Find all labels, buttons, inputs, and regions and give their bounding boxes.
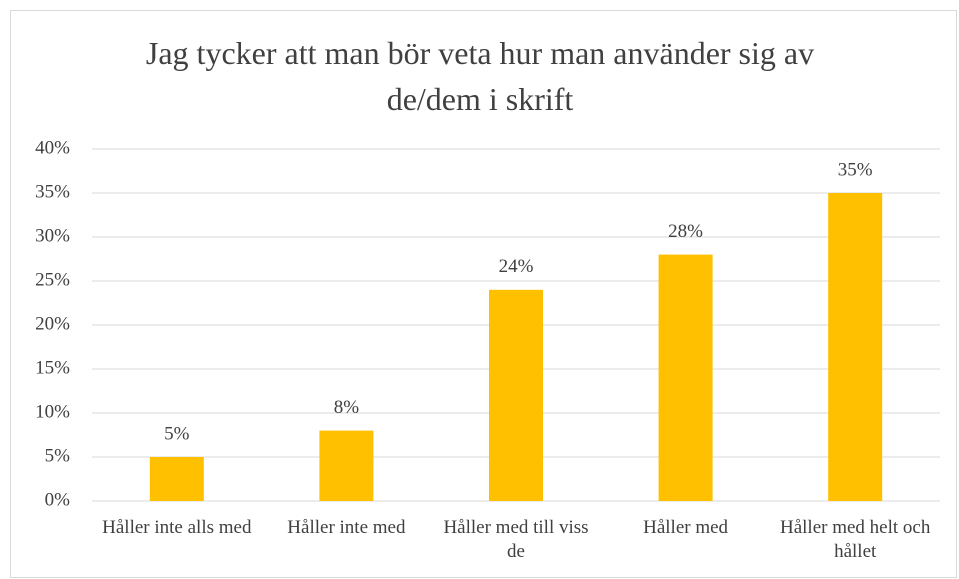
x-tick-label: Håller inte med (287, 517, 406, 538)
y-tick-label: 30% (35, 225, 70, 246)
y-tick-label: 25% (35, 269, 70, 290)
value-label: 35% (838, 159, 873, 180)
value-label: 5% (164, 423, 190, 444)
y-tick-label: 20% (35, 313, 70, 334)
bar (658, 254, 713, 501)
y-tick-label: 40% (35, 137, 70, 158)
y-tick-label: 10% (35, 401, 70, 422)
x-tick-label: Håller med helt och hållet (780, 517, 931, 562)
bar (828, 193, 883, 501)
y-tick-label: 35% (35, 181, 70, 202)
value-label: 28% (668, 221, 703, 242)
y-tick-label: 0% (45, 489, 71, 510)
y-tick-label: 15% (35, 357, 70, 378)
value-label: 8% (334, 397, 360, 418)
chart-title: Jag tycker att man bör veta hur man anvä… (145, 35, 815, 117)
bar (319, 430, 374, 501)
bar (149, 457, 204, 501)
value-label: 24% (499, 256, 534, 277)
y-tick-label: 5% (45, 445, 71, 466)
x-tick-label: Håller med (643, 517, 729, 538)
bar (489, 289, 543, 501)
x-tick-label: Håller med till viss de (443, 517, 589, 562)
x-tick-label: Håller inte alls med (102, 517, 252, 538)
